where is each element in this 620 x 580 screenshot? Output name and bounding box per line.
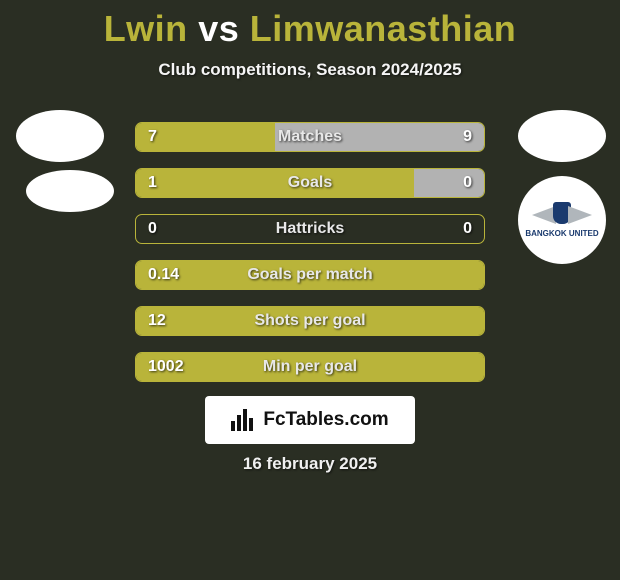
club-badge-wings-icon [532,202,592,228]
player2-name: Limwanasthian [250,8,517,49]
date-text: 16 february 2025 [243,454,377,474]
stat-row: 1002 Min per goal [135,352,485,382]
stat-label: Matches [278,128,342,146]
stats-bars: 7 9 Matches 1 0 Goals 0 0 Hattricks 0.14 Goals per… [135,122,485,398]
stat-row: 7 9 Matches [135,122,485,152]
stat-value-left: 1 [148,174,157,192]
stat-value-left: 1002 [148,358,184,376]
stat-value-left: 0.14 [148,266,179,284]
stat-value-right: 9 [463,128,472,146]
subtitle: Club competitions, Season 2024/2025 [0,60,620,80]
bar-chart-icon [231,409,257,431]
stat-label: Goals per match [247,266,372,284]
stat-value-right: 0 [463,174,472,192]
stat-fill-right [414,169,484,197]
stat-row: 0.14 Goals per match [135,260,485,290]
vs-text: vs [198,8,239,49]
stat-value-left: 0 [148,220,157,238]
stat-value-right: 0 [463,220,472,238]
stat-label: Goals [288,174,332,192]
player1-name: Lwin [104,8,188,49]
player2-avatar [518,110,606,162]
stat-row: 12 Shots per goal [135,306,485,336]
stat-value-left: 7 [148,128,157,146]
stat-label: Hattricks [276,220,344,238]
stat-label: Shots per goal [254,312,365,330]
brand-logo: FcTables.com [205,396,415,444]
player1-avatar [16,110,104,162]
stat-row: 0 0 Hattricks [135,214,485,244]
stat-label: Min per goal [263,358,357,376]
page-title: Lwin vs Limwanasthian [0,0,620,50]
stat-value-left: 12 [148,312,166,330]
club-badge-shield-icon [553,202,571,224]
club-badge-text: BANGKOK UNITED [525,230,598,238]
brand-text: FcTables.com [263,409,388,431]
stat-row: 1 0 Goals [135,168,485,198]
player1-club-badge [26,170,114,212]
stat-fill-left [136,169,414,197]
player2-club-badge: BANGKOK UNITED [518,176,606,264]
